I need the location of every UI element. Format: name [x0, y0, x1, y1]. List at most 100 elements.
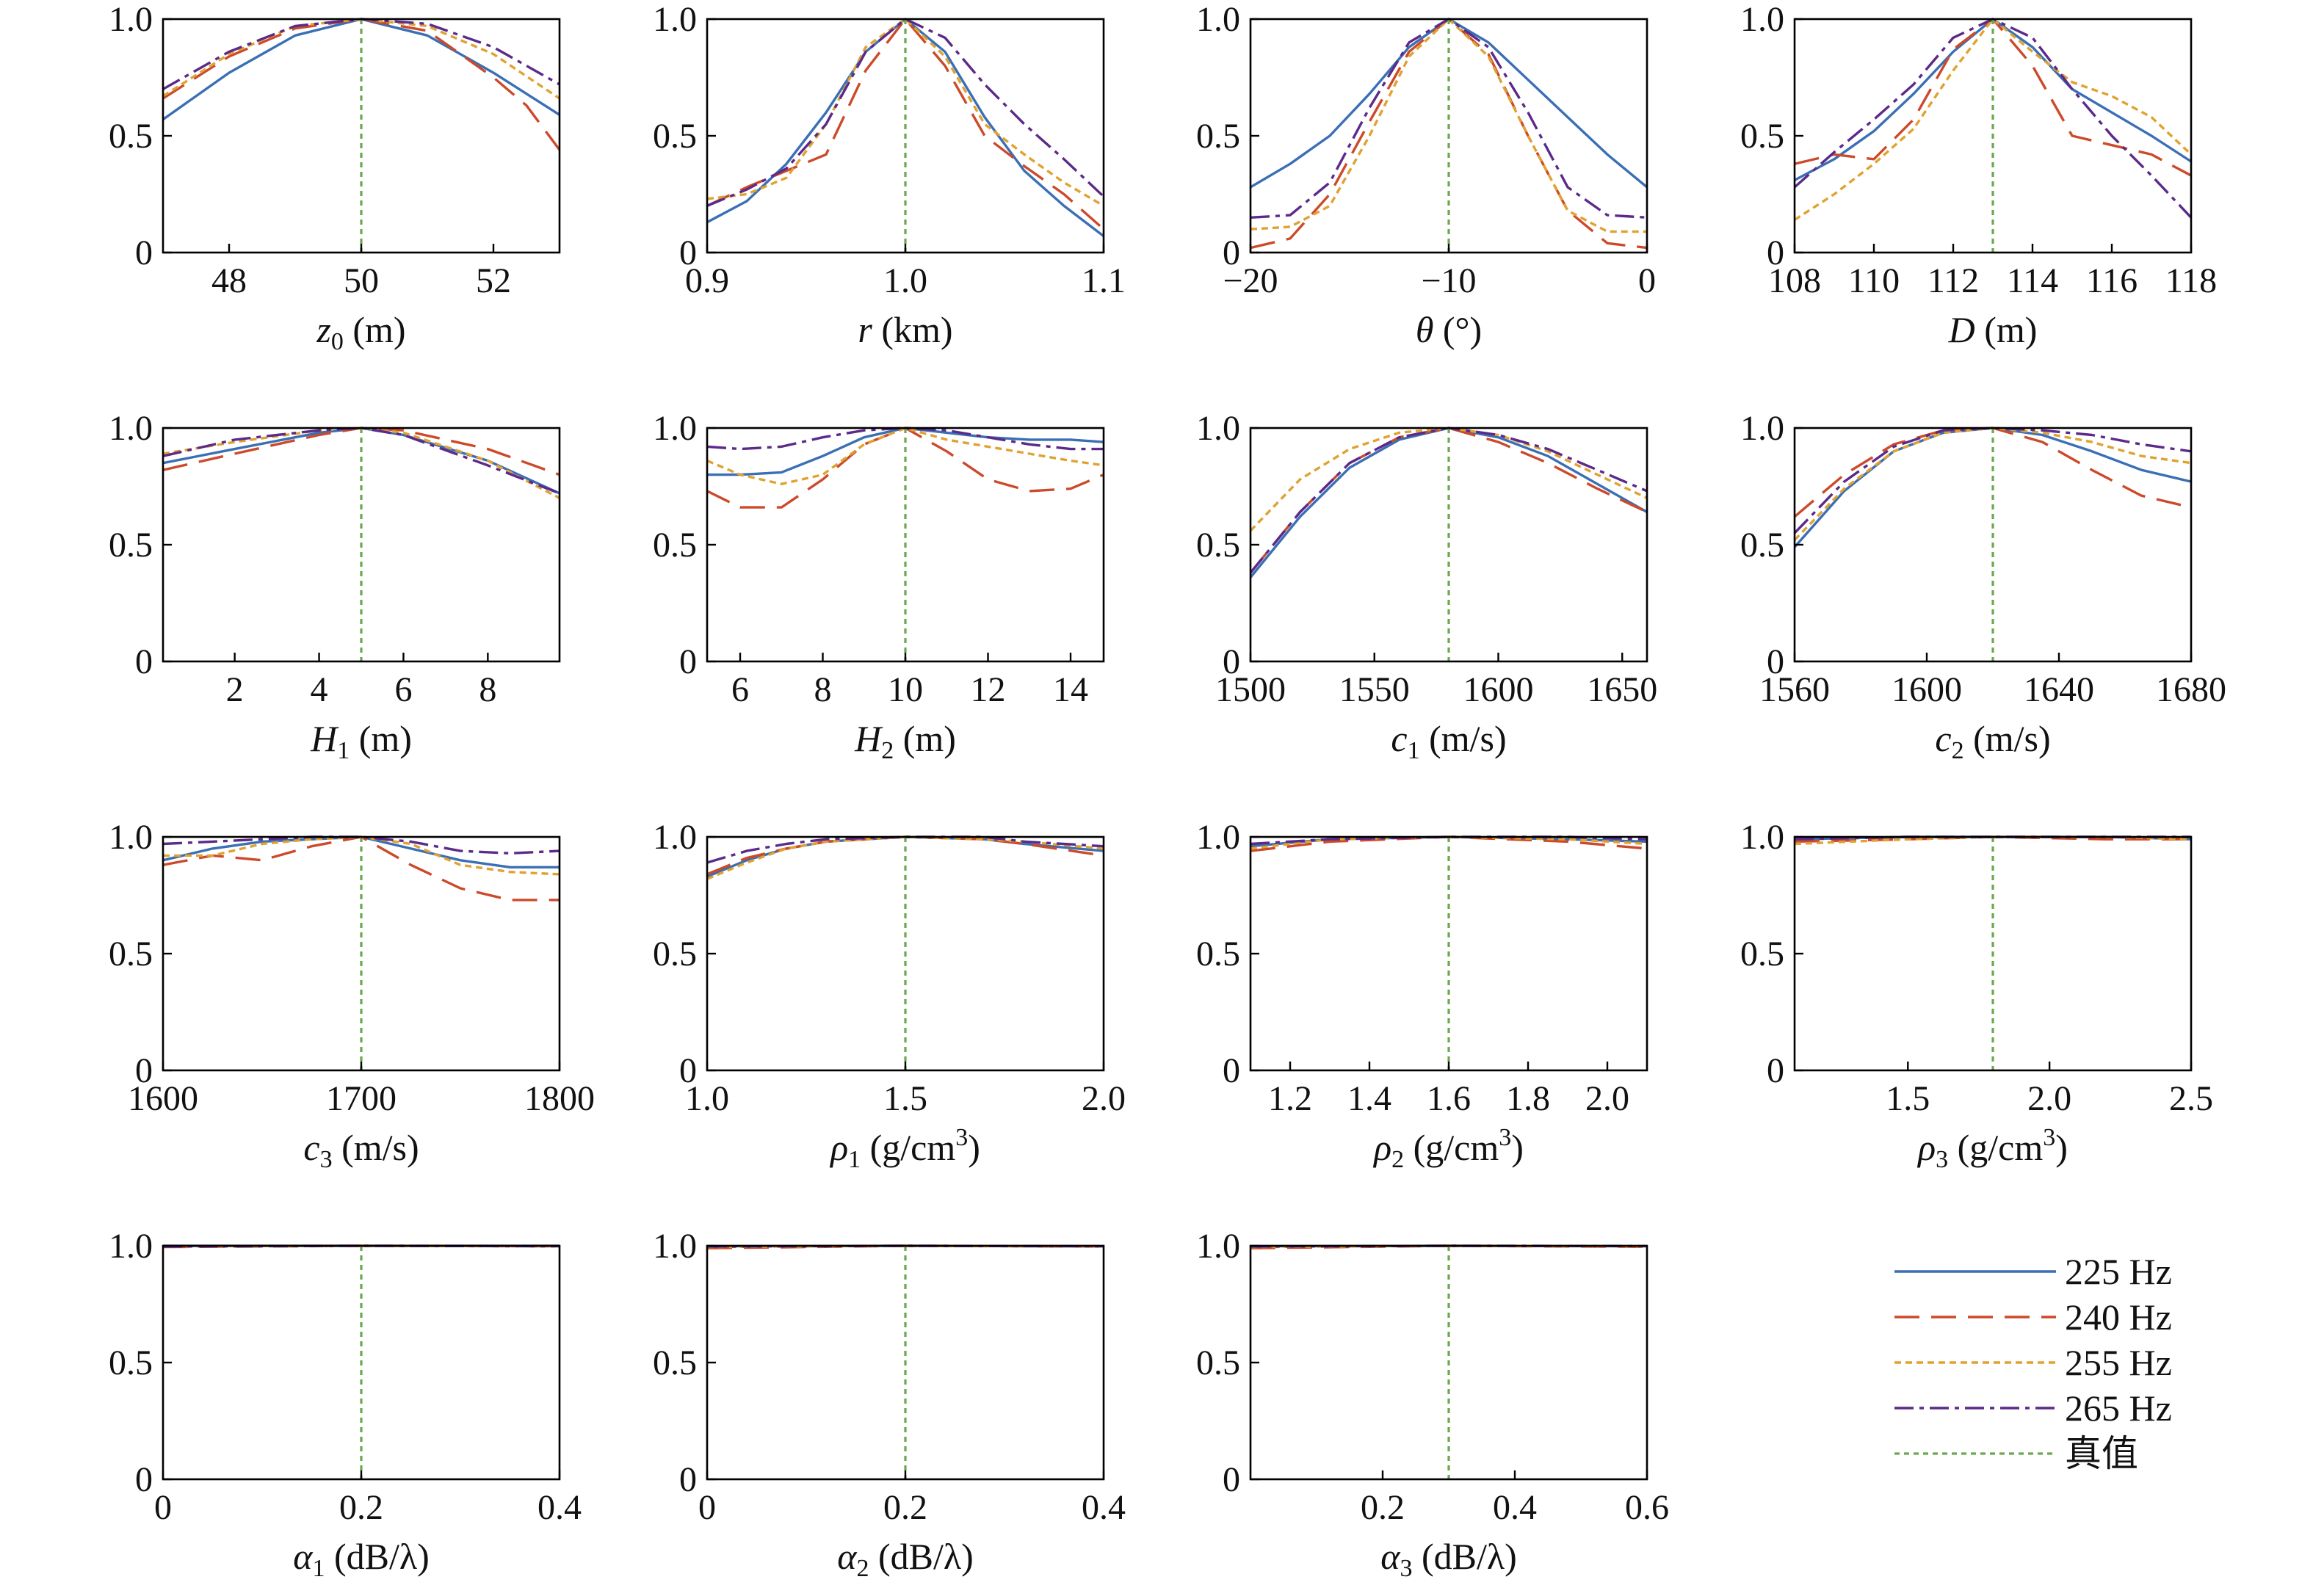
subplot-alpha2: 0 0.5 1.0 0 0.2 0.4 α2 (dB/λ): [653, 1227, 1126, 1582]
x-tick-label: 1.0: [685, 1079, 729, 1118]
y-tick-label: 1.0: [1196, 1227, 1240, 1266]
x-tick-label: 8: [479, 670, 496, 709]
y-tick-label: 0.5: [1740, 117, 1784, 156]
series-line-265hz: [707, 427, 1104, 451]
x-tick-label: 0: [698, 1488, 716, 1527]
x-tick-label: 118: [2165, 261, 2217, 300]
x-tick-label: 1.8: [1506, 1079, 1550, 1118]
y-tick-label: 1.0: [1196, 409, 1240, 448]
y-tick-label: 1.0: [109, 409, 153, 448]
x-axis-title: α2 (dB/λ): [837, 1536, 974, 1582]
x-tick-label: 12: [971, 670, 1006, 709]
series-line-225hz: [1250, 18, 1647, 189]
x-tick-label: 0.4: [1493, 1488, 1537, 1527]
y-tick-label: 0: [1223, 642, 1240, 681]
y-tick-label: 1.0: [109, 1227, 153, 1266]
x-tick-label: 10: [888, 670, 923, 709]
x-tick-label: 1.2: [1268, 1079, 1312, 1118]
legend-label: 真值: [2065, 1433, 2138, 1474]
x-tick-label: 0.2: [339, 1488, 383, 1527]
y-tick-label: 0: [1223, 1460, 1240, 1499]
x-tick-label: 2.0: [1082, 1079, 1126, 1118]
y-tick-label: 0.5: [653, 1343, 697, 1382]
y-tick-label: 0.5: [653, 117, 697, 156]
series-line-255hz: [163, 18, 560, 100]
x-tick-label: 116: [2086, 261, 2138, 300]
y-tick-label: 1.0: [653, 818, 697, 857]
x-tick-label: 1700: [326, 1079, 397, 1118]
x-tick-label: 0: [1638, 261, 1656, 300]
subplot-alpha3: 0 0.5 1.0 0.2 0.4 0.6 α3 (dB/λ): [1196, 1227, 1669, 1582]
x-tick-label: 1600: [128, 1079, 198, 1118]
y-tick-label: 1.0: [1740, 409, 1784, 448]
x-tick-label: 1600: [1892, 670, 1962, 709]
x-tick-label: −20: [1223, 261, 1278, 300]
y-tick-label: 0: [1223, 1051, 1240, 1090]
series-line-255hz: [707, 18, 1104, 207]
subplot-theta: 0 0.5 1.0 −20 −10 0 θ (°): [1196, 0, 1656, 350]
subplot-z0: 0 0.5 1.0 48 50 52 z0 (m): [109, 0, 561, 355]
y-tick-label: 0.5: [1740, 935, 1784, 973]
y-tick-label: 0: [1223, 233, 1240, 272]
x-tick-label: 108: [1768, 261, 1821, 300]
subplot-H1: 0 0.5 1.0 2 4 6 8 H1 (m): [109, 409, 561, 764]
y-tick-label: 0.5: [653, 526, 697, 565]
x-axis-title: z0 (m): [316, 309, 405, 355]
y-tick-label: 0.5: [109, 526, 153, 565]
series-line-240hz: [707, 835, 1104, 876]
y-tick-label: 0: [1767, 642, 1784, 681]
series-line-265hz: [707, 835, 1104, 864]
y-tick-label: 0.5: [1196, 526, 1240, 565]
y-tick-label: 0.5: [1196, 117, 1240, 156]
y-tick-label: 0.5: [1196, 935, 1240, 973]
x-tick-label: 1.1: [1082, 261, 1126, 300]
subplot-H2: 0 0.5 1.0 6 8 10 12 14 H2 (m): [653, 409, 1105, 764]
x-tick-label: 0.2: [1361, 1488, 1405, 1527]
x-axis-title: D (m): [1948, 309, 2038, 350]
x-tick-label: 50: [344, 261, 379, 300]
x-tick-label: 1550: [1339, 670, 1410, 709]
x-tick-label: 6: [394, 670, 412, 709]
y-tick-label: 0: [679, 233, 697, 272]
y-tick-label: 0: [135, 1051, 153, 1090]
x-tick-label: 114: [2007, 261, 2058, 300]
x-axis-title: c1 (m/s): [1391, 718, 1506, 764]
subplot-c1: 0 0.5 1.0 1500 1550 1600 1650 c1 (m/s): [1196, 409, 1657, 764]
y-tick-label: 1.0: [653, 0, 697, 39]
legend-label: 265 Hz: [2065, 1388, 2172, 1429]
series-line-240hz: [163, 18, 560, 151]
subplot-c3: 0 0.5 1.0 1600 1700 1800 c3 (m/s): [109, 818, 595, 1173]
x-tick-label: 0.9: [685, 261, 729, 300]
x-tick-label: 1500: [1215, 670, 1286, 709]
series-line-240hz: [707, 18, 1104, 231]
x-tick-label: 8: [814, 670, 832, 709]
y-tick-label: 0: [135, 1460, 153, 1499]
x-axis-title: α3 (dB/λ): [1380, 1536, 1517, 1582]
y-tick-label: 1.0: [1196, 818, 1240, 857]
x-axis-title: H2 (m): [854, 718, 956, 764]
subplot-rho3: 0 0.5 1.0 1.5 2.0 2.5 ρ3 (g/cm3): [1740, 818, 2213, 1173]
y-tick-label: 0: [1767, 233, 1784, 272]
x-axis-title: α1 (dB/λ): [293, 1536, 430, 1582]
x-tick-label: 2.5: [2169, 1079, 2213, 1118]
series-line-255hz: [1795, 18, 2191, 221]
subplot-c2: 0 0.5 1.0 1560 1600 1640 1680 c2 (m/s): [1740, 409, 2226, 764]
x-tick-label: 0.2: [883, 1488, 927, 1527]
x-axis-title: θ (°): [1416, 309, 1482, 350]
x-tick-label: 112: [1928, 261, 1979, 300]
x-axis-title: ρ1 (g/cm3): [829, 1124, 980, 1173]
x-tick-label: 0: [154, 1488, 172, 1527]
x-tick-label: 1.5: [1886, 1079, 1930, 1118]
y-tick-label: 1.0: [1740, 818, 1784, 857]
series-line-255hz: [707, 427, 1104, 485]
y-tick-label: 0: [1767, 1051, 1784, 1090]
x-tick-label: −10: [1421, 261, 1476, 300]
x-tick-label: 14: [1053, 670, 1088, 709]
y-tick-label: 1.0: [653, 409, 697, 448]
x-tick-label: 1.4: [1347, 1079, 1391, 1118]
x-tick-label: 1.6: [1427, 1079, 1471, 1118]
y-tick-label: 0.5: [1196, 1343, 1240, 1382]
series-line-255hz: [707, 835, 1104, 880]
x-axis-title: ρ3 (g/cm3): [1916, 1124, 2068, 1173]
